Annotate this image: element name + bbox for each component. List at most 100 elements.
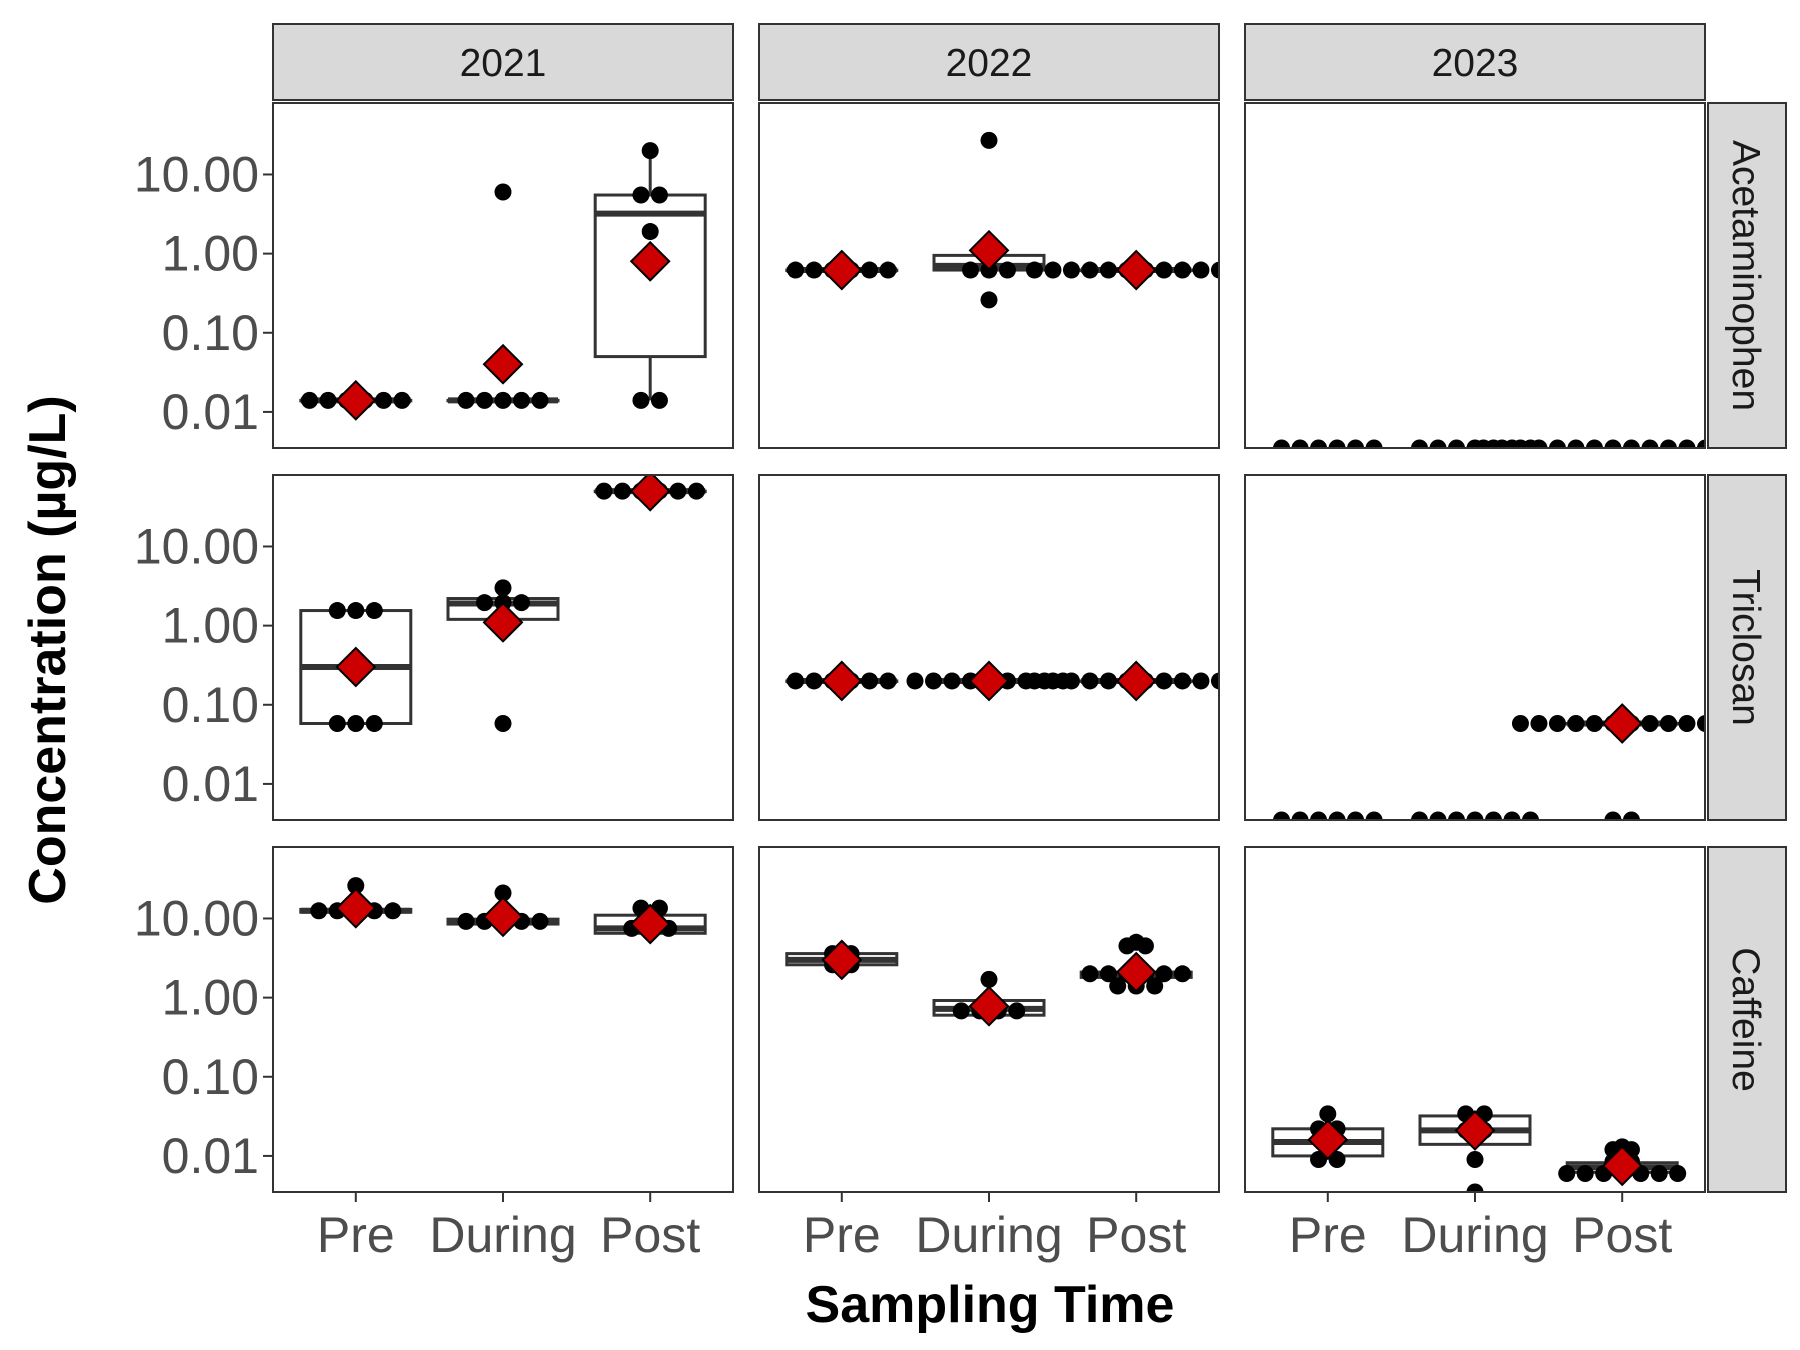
data-point [595, 482, 613, 500]
data-point [1511, 714, 1529, 732]
data-point [384, 902, 402, 920]
data-point [1044, 672, 1062, 690]
panel-border [272, 846, 734, 1193]
data-point [1678, 714, 1696, 732]
data-point [1530, 714, 1548, 732]
panel-background [1245, 103, 1705, 448]
column-strip [272, 23, 734, 101]
x-tick-label: Post [1572, 1207, 1672, 1263]
data-point [1146, 977, 1164, 995]
data-point [1229, 262, 1246, 279]
panel-border [758, 474, 1220, 821]
data-point [328, 602, 346, 620]
data-point [687, 482, 705, 500]
data-point [494, 391, 512, 409]
data-point [319, 391, 337, 409]
column-strip [758, 23, 1220, 101]
data-point [805, 261, 823, 279]
data-point [1173, 672, 1191, 690]
data-point [365, 602, 383, 620]
data-point [1429, 439, 1447, 448]
data-point [1099, 261, 1117, 279]
data-point [1025, 672, 1043, 690]
mean-marker [968, 229, 1010, 271]
y-tick-label: 10.00 [134, 146, 259, 202]
data-point [1604, 811, 1622, 820]
data-point [1622, 439, 1640, 448]
x-tick-label: Pre [803, 1207, 881, 1263]
panel-border [272, 474, 734, 821]
data-point [1155, 261, 1173, 279]
data-point [1099, 965, 1117, 983]
data-point [787, 672, 805, 690]
panel-border [758, 846, 1220, 1193]
data-point [1310, 1151, 1328, 1169]
data-point [1650, 1164, 1668, 1182]
mean-marker [482, 896, 524, 938]
y-tick-label: 1.00 [162, 598, 259, 654]
panel-border [272, 102, 734, 449]
data-point [943, 672, 961, 690]
data-point [1109, 977, 1127, 995]
data-point [1173, 965, 1191, 983]
data-point [1641, 439, 1659, 448]
column-strip-label: 2023 [1432, 42, 1519, 85]
data-point [650, 391, 668, 409]
data-point [641, 223, 659, 241]
data-point [1641, 714, 1659, 732]
x-tick-label: During [1401, 1207, 1548, 1263]
data-point [1025, 261, 1043, 279]
data-point [1081, 965, 1099, 983]
mean-marker [968, 985, 1010, 1027]
data-point [1466, 1183, 1484, 1192]
y-tick-label: 0.01 [162, 756, 259, 812]
mean-marker [629, 475, 671, 512]
data-point [1044, 261, 1062, 279]
y-tick-label: 1.00 [162, 970, 259, 1026]
y-tick-label: 0.10 [162, 677, 259, 733]
data-point [1310, 811, 1328, 820]
data-point [347, 602, 365, 620]
data-point [328, 714, 346, 732]
mean-marker [821, 939, 863, 981]
y-tick-label: 10.00 [134, 518, 259, 574]
data-point [1585, 439, 1603, 448]
x-axis-title: Sampling Time [806, 1276, 1175, 1334]
data-point [1659, 714, 1677, 732]
data-point [1567, 714, 1585, 732]
data-point [1328, 1151, 1346, 1169]
data-point [1273, 811, 1291, 820]
data-point [952, 1002, 970, 1020]
panel-border [1244, 474, 1706, 821]
data-point [1669, 1164, 1687, 1182]
data-point [1429, 811, 1447, 820]
panel-content [1271, 1105, 1687, 1192]
x-tick-label: Post [600, 1207, 700, 1263]
data-point [613, 482, 631, 500]
mean-marker [482, 343, 524, 385]
data-point [1448, 439, 1465, 448]
data-point [1319, 1105, 1337, 1123]
data-point [301, 391, 319, 409]
data-point [1081, 672, 1099, 690]
mean-marker [1454, 1109, 1496, 1151]
data-point [1155, 965, 1173, 983]
column-strip-label: 2022 [946, 42, 1033, 85]
data-point [1365, 811, 1383, 820]
x-tick-label: Pre [317, 1207, 395, 1263]
mean-marker [335, 887, 377, 929]
data-point [1229, 672, 1246, 689]
mean-marker [821, 249, 863, 291]
data-point [1210, 261, 1219, 279]
data-point [1678, 439, 1696, 448]
row-strip [1707, 846, 1787, 1193]
x-tick-label: During [429, 1207, 576, 1263]
data-point [1328, 811, 1346, 820]
data-point [1604, 439, 1622, 448]
data-point [513, 391, 530, 409]
data-point [1548, 714, 1566, 732]
data-point [1365, 439, 1383, 448]
data-point [1347, 439, 1365, 448]
mean-marker [1115, 660, 1157, 702]
panel-background [759, 475, 1219, 820]
